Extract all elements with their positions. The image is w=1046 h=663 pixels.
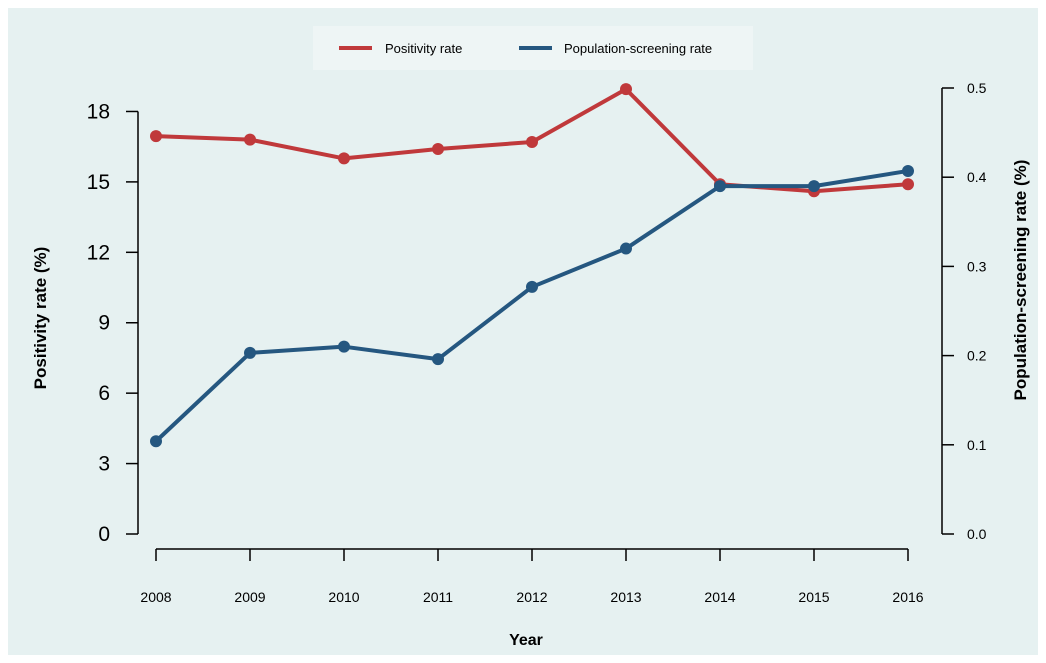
x-axis-title: Year [509, 632, 543, 649]
data-point-screening [244, 346, 256, 359]
left-axis-tick-label: 15 [87, 171, 110, 194]
chart-figure: Positivity rate Population-screening rat… [8, 8, 1038, 655]
right-axis-tick-label: 0.2 [967, 348, 987, 364]
right-axis-tick-label: 0.1 [967, 437, 987, 453]
right-axis-tick-label: 0.3 [967, 258, 987, 274]
y-axis-left-title: Positivity rate (%) [31, 247, 50, 390]
legend-label-positivity: Positivity rate [385, 41, 462, 56]
x-axis-tick-label: 2009 [234, 589, 265, 605]
left-axis-tick-label: 12 [87, 241, 110, 264]
right-axis-tick-label: 0.5 [967, 80, 987, 96]
right-axis-tick-label: 0.4 [967, 169, 987, 185]
data-point-screening [620, 242, 632, 255]
data-point-positivity [620, 83, 632, 96]
data-point-positivity [244, 133, 256, 146]
left-axis-tick-label: 6 [98, 382, 110, 405]
data-point-screening [338, 340, 350, 353]
series-layer [150, 83, 914, 448]
left-axis-tick-label: 18 [87, 100, 110, 123]
x-axis-tick-label: 2013 [610, 589, 641, 605]
line-chart: Positivity rate Population-screening rat… [31, 26, 1030, 649]
x-axis-tick-label: 2016 [892, 589, 923, 605]
x-axis-tick-label: 2011 [423, 589, 453, 605]
data-point-screening [526, 280, 538, 293]
data-point-screening [902, 164, 914, 177]
data-point-screening [150, 435, 162, 448]
x-axis: 2008 2009 2010 2011 2012 2013 2014 2015 2016 [140, 548, 924, 605]
x-axis-tick-label: 2014 [704, 589, 735, 605]
legend-label-screening: Population-screening rate [564, 41, 712, 56]
data-point-positivity [902, 178, 914, 191]
right-y-axis: 0.0 0.1 0.2 0.3 0.4 0.5 [941, 80, 987, 542]
left-axis-tick-label: 9 [98, 312, 110, 335]
left-axis-tick-label: 3 [98, 453, 110, 476]
x-axis-tick-label: 2015 [798, 589, 829, 605]
y-axis-right-title: Population-screening rate (%) [1011, 160, 1030, 401]
x-axis-tick-label: 2010 [328, 589, 359, 605]
data-point-positivity [526, 135, 538, 148]
data-point-positivity [432, 143, 444, 156]
left-y-axis: 0 3 6 9 12 15 18 [87, 100, 139, 546]
x-axis-tick-label: 2012 [516, 589, 547, 605]
data-point-screening [808, 180, 820, 193]
data-point-positivity [150, 130, 162, 143]
data-point-positivity [338, 152, 350, 165]
data-point-screening [432, 353, 444, 366]
right-axis-tick-label: 0.0 [967, 526, 987, 542]
x-axis-tick-label: 2008 [140, 589, 171, 605]
data-point-screening [714, 180, 726, 193]
series-line-screening [154, 168, 909, 443]
left-axis-tick-label: 0 [98, 523, 110, 546]
